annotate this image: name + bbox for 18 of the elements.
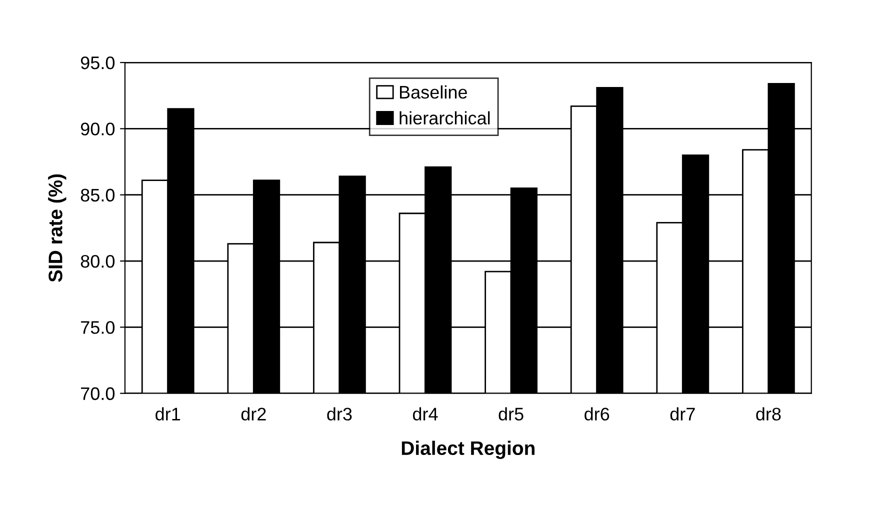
x-tick-label: dr6 bbox=[584, 407, 610, 421]
x-tick-label: dr5 bbox=[498, 407, 524, 421]
y-tick-label: 85.0 bbox=[80, 188, 115, 202]
x-tick-label: dr8 bbox=[756, 407, 781, 421]
legend-label: Baseline bbox=[400, 85, 467, 99]
legend-label: hierarchical bbox=[400, 111, 490, 125]
y-tick-label: 90.0 bbox=[80, 122, 115, 136]
y-tick-label: 80.0 bbox=[80, 254, 115, 268]
y-tick-label: 75.0 bbox=[81, 321, 115, 334]
x-tick-label: dr2 bbox=[241, 407, 266, 421]
x-tick-label: dr3 bbox=[327, 407, 352, 421]
x-tick-label: dr7 bbox=[670, 407, 695, 421]
x-tick-label: dr1 bbox=[156, 407, 180, 421]
y-tick-label: 95.0 bbox=[80, 56, 115, 70]
x-axis-title: Dialect Region bbox=[402, 440, 534, 459]
y-tick-label: 70.0 bbox=[81, 387, 115, 400]
y-axis-title: SID rate (%) bbox=[48, 174, 66, 282]
x-tick-label: dr4 bbox=[412, 407, 438, 421]
